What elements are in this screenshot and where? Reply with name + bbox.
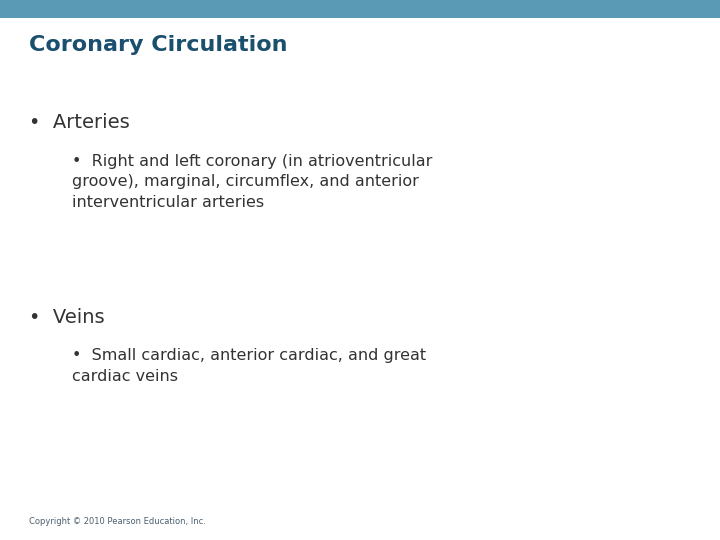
Text: •  Veins: • Veins [29,308,104,327]
Text: Coronary Circulation: Coronary Circulation [29,35,287,55]
Text: •  Small cardiac, anterior cardiac, and great
cardiac veins: • Small cardiac, anterior cardiac, and g… [72,348,426,384]
Text: Copyright © 2010 Pearson Education, Inc.: Copyright © 2010 Pearson Education, Inc. [29,517,206,526]
Text: •  Right and left coronary (in atrioventricular
groove), marginal, circumflex, a: • Right and left coronary (in atrioventr… [72,154,433,210]
Text: •  Arteries: • Arteries [29,113,130,132]
